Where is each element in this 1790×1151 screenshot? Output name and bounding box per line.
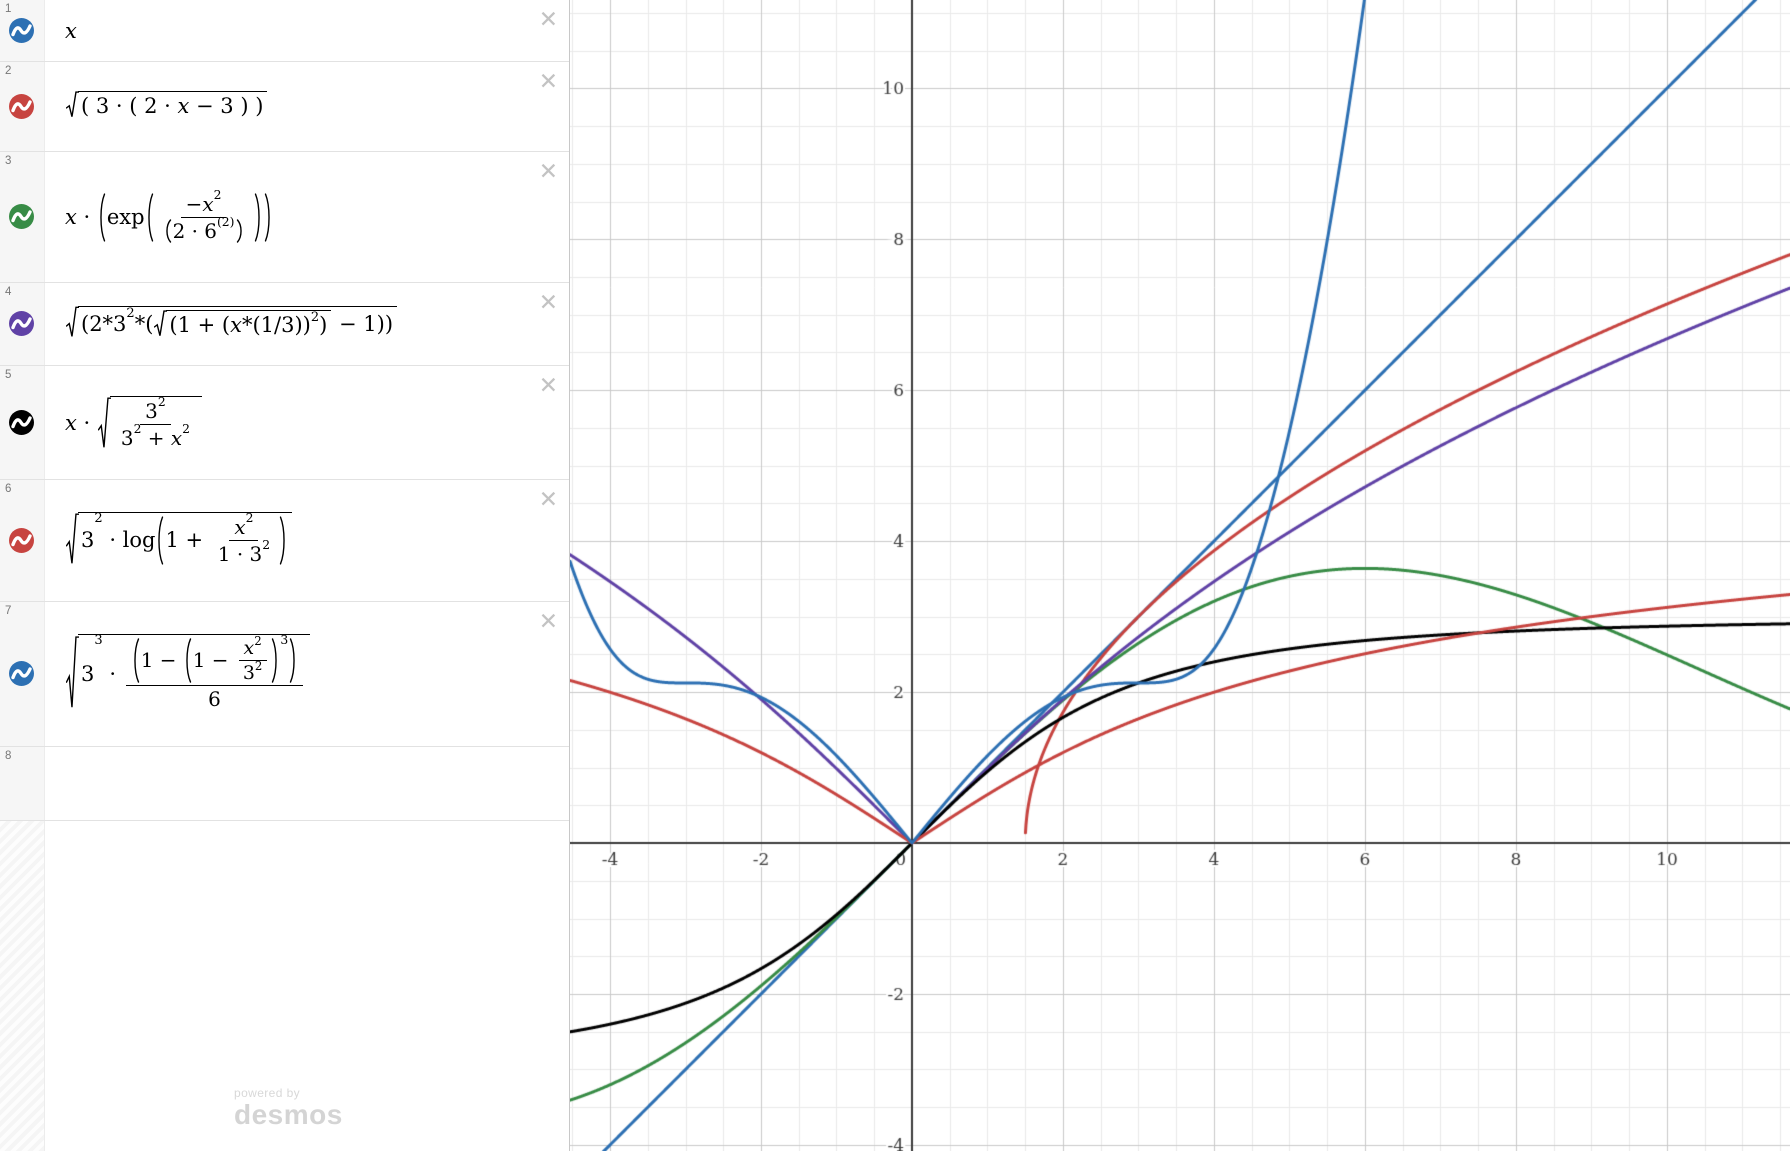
expression-row[interactable]: 3 x · exp − x 2 2 · 6 (2) ✕ <box>0 152 569 283</box>
expression-number: 6 <box>5 483 12 495</box>
expression-gutter[interactable]: 8 <box>0 747 45 820</box>
curve-color-icon[interactable] <box>8 527 35 554</box>
expression-formula[interactable]: (2*3 2 *((1 + (x *(1/3)) 2) − 1)) <box>45 295 569 353</box>
expression-list-panel: 1 x ✕ 2( 3 · ( 2 · x − 3 ) ) ✕ 3 x · exp − x 2 2 ·… <box>0 0 570 1151</box>
expression-gutter[interactable]: 5 <box>0 366 45 479</box>
expression-row[interactable]: 2 ( 3 · ( 2 · x − 3 ) ) ✕ <box>0 62 569 152</box>
expression-row[interactable]: 1 x ✕ <box>0 0 569 62</box>
delete-expression-button[interactable]: ✕ <box>538 373 558 399</box>
expression-gutter[interactable]: 7 <box>0 602 45 746</box>
expression-formula[interactable]: x <box>65 18 77 43</box>
expression-number: 7 <box>5 605 12 617</box>
delete-expression-button[interactable]: ✕ <box>538 290 558 316</box>
expression-formula[interactable] <box>45 774 569 794</box>
curve-color-icon[interactable] <box>8 409 35 436</box>
delete-expression-button[interactable]: ✕ <box>538 487 558 513</box>
expression-row[interactable]: 8 <box>0 747 569 821</box>
curve-color-icon[interactable] <box>8 660 35 687</box>
expression-gutter[interactable]: 3 <box>0 152 45 282</box>
expression-row[interactable]: 4 (2*3 2 *((1 + (x *(1/3)) 2) − 1)) ✕ <box>0 283 569 366</box>
expression-formula[interactable]: ( 3 · ( 2 · x − 3 ) ) <box>45 80 569 133</box>
graph-canvas[interactable] <box>570 0 1790 1151</box>
expression-number: 8 <box>5 750 12 762</box>
curve-color-icon[interactable] <box>8 17 35 44</box>
expression-number: 3 <box>5 155 12 167</box>
expression-gutter[interactable]: 2 <box>0 62 45 151</box>
expression-number: 2 <box>5 65 12 77</box>
delete-expression-button[interactable]: ✕ <box>538 159 558 185</box>
delete-expression-button[interactable]: ✕ <box>538 69 558 95</box>
expression-number: 1 <box>5 3 12 15</box>
expression-gutter[interactable]: 1 <box>0 0 45 61</box>
curve-color-icon[interactable] <box>8 310 35 337</box>
expression-gutter[interactable]: 6 <box>0 480 45 601</box>
expression-number: 4 <box>5 286 12 298</box>
expression-formula[interactable]: x · exp − x 2 2 · 6 (2) <box>45 182 569 253</box>
expression-gutter[interactable]: 4 <box>0 283 45 365</box>
delete-expression-button[interactable]: ✕ <box>538 7 558 33</box>
delete-expression-button[interactable]: ✕ <box>538 609 558 635</box>
curve-color-icon[interactable] <box>8 203 35 230</box>
graph-area <box>570 0 1790 1151</box>
curve-color-icon[interactable] <box>8 93 35 120</box>
expression-number: 5 <box>5 369 12 381</box>
empty-list-gutter <box>0 821 45 1151</box>
